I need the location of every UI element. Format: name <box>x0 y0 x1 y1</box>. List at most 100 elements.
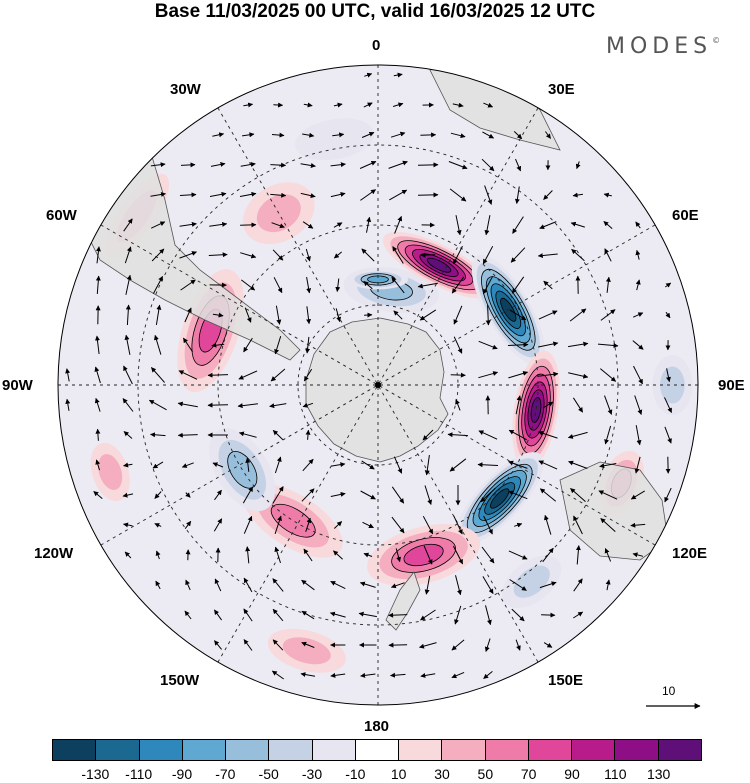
wind-arrow <box>333 102 343 108</box>
wind-arrow <box>300 163 316 168</box>
wind-arrow <box>630 522 646 528</box>
wind-arrow <box>568 341 589 348</box>
wind-arrow <box>301 641 315 648</box>
wind-arrow <box>423 545 433 565</box>
wind-arrow <box>451 276 465 294</box>
graticule <box>58 65 698 705</box>
wind-arrow <box>366 216 372 233</box>
reference-vector-label: 10 <box>662 684 676 698</box>
wind-arrow <box>245 546 251 564</box>
colorbar-segment <box>399 740 443 760</box>
wind-arrow <box>543 280 553 290</box>
wind-arrow <box>179 192 197 198</box>
wind-arrow <box>539 221 557 230</box>
longitude-label-30w: 30W <box>170 81 201 98</box>
antarctica-landmass <box>305 317 449 463</box>
wind-arrow <box>65 368 71 382</box>
wind-arrow <box>482 131 495 139</box>
wind-arrow <box>270 192 287 198</box>
wind-arrow <box>212 312 224 318</box>
wind-arrow <box>212 462 224 468</box>
wind-arrow <box>305 248 311 262</box>
wind-arrow <box>359 161 377 169</box>
wind-arrow <box>211 342 225 348</box>
wind-arrow <box>273 277 283 294</box>
wind-arrow <box>240 252 257 259</box>
wind-arrow <box>482 576 494 595</box>
wind-arrow <box>484 185 493 205</box>
wind-arrow <box>568 460 588 469</box>
wind-arrow <box>360 672 376 678</box>
wind-arrow <box>388 642 408 648</box>
map-title: Base 11/03/2025 00 UTC, valid 16/03/2025… <box>154 1 596 22</box>
wind-arrow <box>154 523 162 528</box>
wind-arrow <box>239 191 257 197</box>
wind-arrow <box>447 432 469 438</box>
wind-arrow <box>272 578 284 592</box>
wind-arrow <box>484 638 491 652</box>
wind-arrow <box>448 161 468 170</box>
wind-arrow <box>123 522 133 528</box>
wind-arrow <box>331 462 346 468</box>
wind-arrow <box>630 490 645 500</box>
wind-arrow <box>453 336 463 354</box>
south-america-landmass <box>79 149 301 361</box>
wind-arrow <box>537 253 558 259</box>
wind-arrow <box>271 222 285 229</box>
wind-arrow <box>150 221 166 229</box>
wind-arrow <box>484 215 491 236</box>
wind-arrow <box>605 276 611 293</box>
wind-arrow <box>573 515 583 535</box>
wind-arrow <box>390 131 406 138</box>
wind-arrow <box>210 162 226 167</box>
wind-arrow <box>335 308 342 323</box>
wind-arrow <box>122 398 134 412</box>
wind-arrow <box>570 221 585 228</box>
wind-arrow <box>180 162 196 168</box>
copyright-mark: © <box>712 36 721 45</box>
wind-arrow <box>177 401 198 408</box>
wind-arrow <box>271 132 285 138</box>
colorbar-tick-label: -70 <box>215 766 236 782</box>
wind-arrow <box>508 371 529 379</box>
wind-arrow <box>478 340 498 350</box>
wind-arrow <box>510 247 526 263</box>
wind-arrow <box>207 372 229 378</box>
wind-arrow <box>214 489 222 501</box>
wind-arrow <box>302 221 314 229</box>
longitude-label-120e: 120E <box>672 545 708 562</box>
wind-arrow <box>572 192 583 198</box>
wind-arrow <box>154 491 162 499</box>
wind-arrow <box>123 365 133 385</box>
wind-arrow <box>209 191 227 197</box>
wind-arrow <box>480 487 496 503</box>
wind-arrow <box>567 431 588 439</box>
wind-arrow <box>212 132 225 138</box>
wind-arrow <box>270 162 287 168</box>
wind-vectors <box>65 72 672 680</box>
wind-arrow <box>333 521 343 529</box>
map-boundary <box>57 64 699 706</box>
wind-arrow <box>573 611 584 619</box>
wind-arrow <box>603 192 612 198</box>
wind-arrow <box>605 579 611 591</box>
wind-arrow <box>95 246 101 264</box>
wind-arrow <box>330 580 346 590</box>
wind-arrow <box>599 368 617 382</box>
wind-arrow <box>303 102 313 108</box>
wind-arrow <box>124 551 132 559</box>
wind-arrow <box>274 546 281 564</box>
wind-arrow <box>148 399 167 411</box>
colorbar-segment <box>485 740 529 760</box>
colorbar-tick-label: -50 <box>258 766 279 782</box>
wind-arrow <box>600 309 616 321</box>
wind-arrow <box>391 516 405 534</box>
wind-arrow <box>603 221 613 229</box>
wind-arrow <box>508 490 528 500</box>
wind-arrow <box>575 161 581 170</box>
longitude-label-0: 0 <box>372 37 381 54</box>
wind-arrow <box>544 514 552 535</box>
wind-arrow <box>305 517 312 532</box>
wind-arrow <box>455 575 462 596</box>
wind-arrow <box>272 608 284 622</box>
